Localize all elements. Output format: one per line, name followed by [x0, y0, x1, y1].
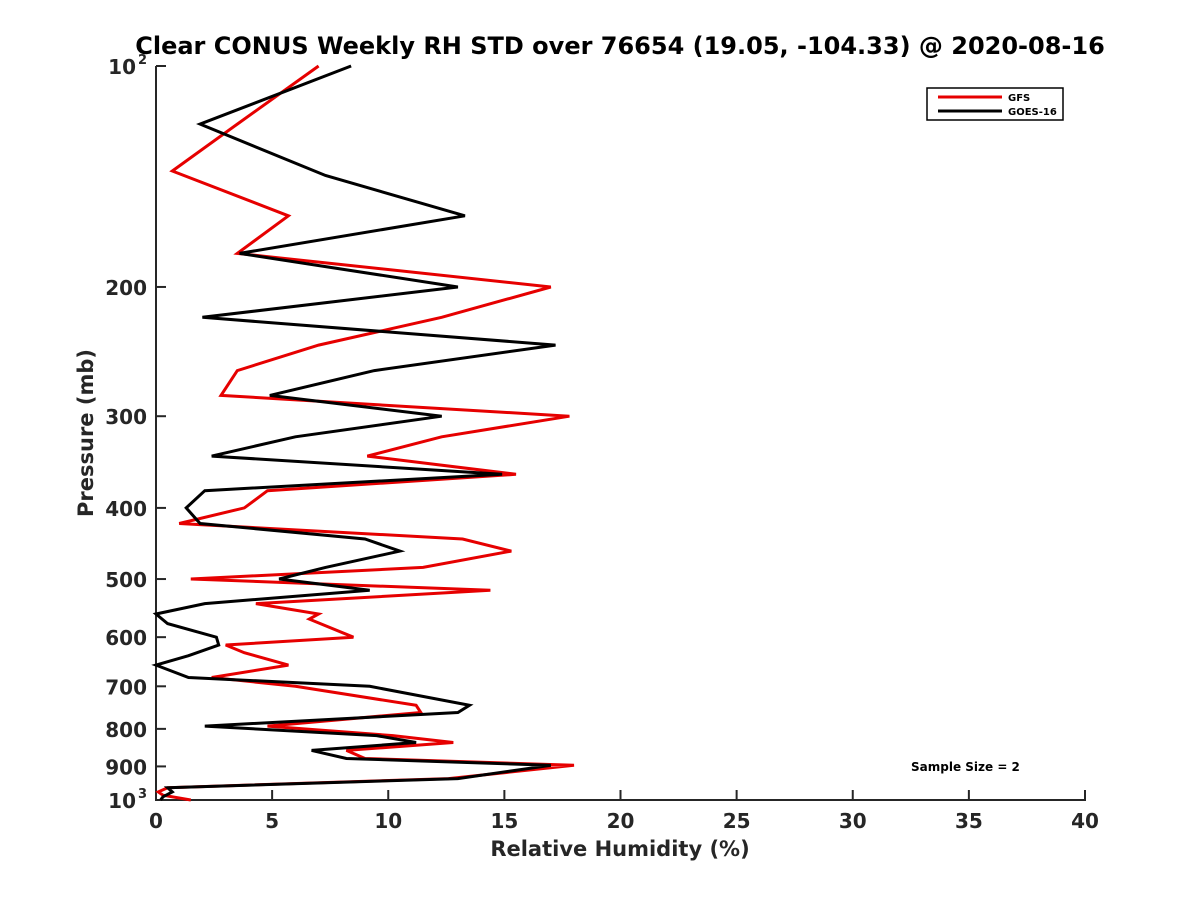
x-tick-label: 15 [490, 809, 518, 833]
y-tick-label: 800 [105, 718, 147, 742]
y-tick-label: 900 [105, 755, 147, 779]
legend-label-goes16: GOES-16 [1008, 107, 1057, 118]
series-line-gfs [155, 64, 575, 802]
x-tick-label: 10 [374, 809, 402, 833]
y-tick-label: 600 [105, 626, 147, 650]
y-tick-label-exponent: 2 [138, 53, 147, 68]
x-tick-label: 30 [839, 809, 867, 833]
y-tick-label: 700 [105, 675, 147, 699]
x-tick-label: 40 [1071, 809, 1099, 833]
y-tick-label: 10 [108, 789, 136, 813]
sample-size-annotation: Sample Size = 2 [911, 760, 1020, 774]
legend-label-gfs: GFS [1008, 93, 1030, 104]
x-tick-label: 20 [607, 809, 635, 833]
legend: GFS GOES-16 [926, 87, 1064, 121]
y-tick-label: 200 [105, 276, 147, 300]
y-tick-label: 400 [105, 497, 147, 521]
x-axis-label: Relative Humidity (%) [490, 837, 749, 861]
x-tick-label: 5 [265, 809, 279, 833]
y-axis-label: Pressure (mb) [74, 349, 98, 517]
x-tick-label: 35 [955, 809, 983, 833]
y-tick-label-exponent: 3 [138, 787, 147, 802]
x-tick-label: 25 [723, 809, 751, 833]
series-line-goes16 [151, 64, 556, 801]
chart-title: Clear CONUS Weekly RH STD over 76654 (19… [135, 32, 1105, 60]
x-ticks: 0 5 10 15 20 25 30 35 40 [149, 790, 1099, 833]
y-tick-label: 300 [105, 405, 147, 429]
series-group [151, 64, 575, 802]
legend-box [926, 87, 1064, 121]
x-tick-label: 0 [149, 809, 163, 833]
y-tick-label: 500 [105, 568, 147, 592]
y-tick-label: 10 [108, 55, 136, 79]
